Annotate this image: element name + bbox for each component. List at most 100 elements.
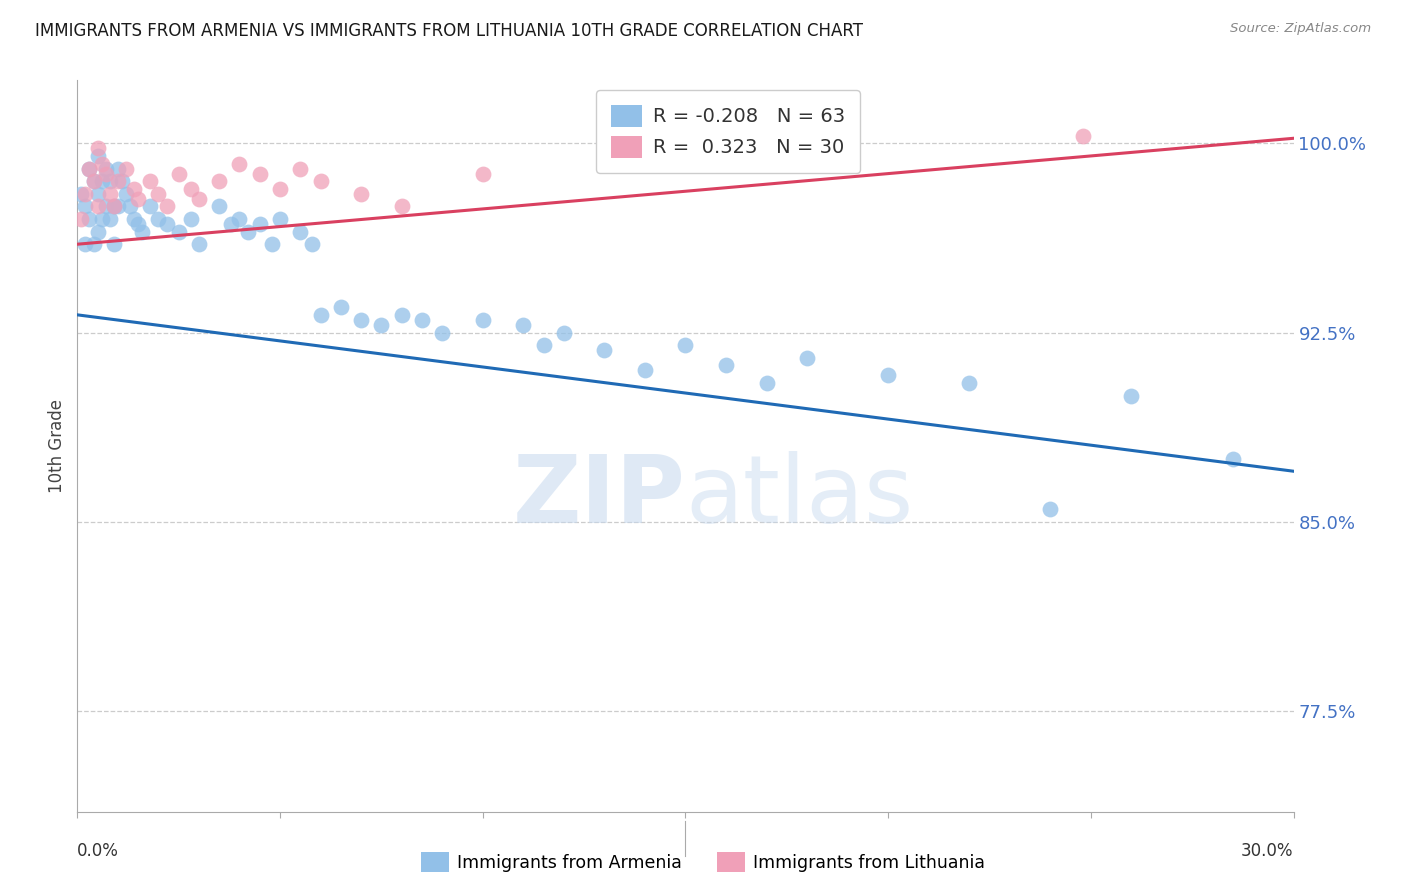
Point bbox=[86, 149, 108, 163]
Point bbox=[155, 217, 177, 231]
Point bbox=[391, 199, 413, 213]
Text: 0.0%: 0.0% bbox=[77, 842, 120, 860]
Point bbox=[221, 217, 243, 231]
Point bbox=[269, 212, 291, 227]
Point bbox=[86, 141, 108, 155]
Point bbox=[714, 359, 737, 373]
Point bbox=[301, 237, 323, 252]
Point bbox=[350, 186, 373, 201]
Point bbox=[139, 199, 162, 213]
Point bbox=[107, 199, 129, 213]
Point bbox=[90, 174, 112, 188]
Point bbox=[79, 212, 101, 227]
Point bbox=[111, 174, 134, 188]
Point bbox=[98, 212, 121, 227]
Point bbox=[115, 186, 138, 201]
Point bbox=[127, 192, 149, 206]
Point bbox=[127, 217, 149, 231]
Point bbox=[290, 225, 312, 239]
Point bbox=[75, 186, 97, 201]
Text: Source: ZipAtlas.com: Source: ZipAtlas.com bbox=[1230, 22, 1371, 36]
Point bbox=[533, 338, 555, 352]
Point bbox=[83, 174, 105, 188]
Point bbox=[167, 167, 190, 181]
Point bbox=[269, 182, 291, 196]
Point bbox=[103, 199, 125, 213]
Point bbox=[512, 318, 534, 332]
Point bbox=[180, 182, 202, 196]
Point bbox=[122, 182, 145, 196]
Point bbox=[1121, 388, 1143, 402]
Legend: Immigrants from Armenia, Immigrants from Lithuania: Immigrants from Armenia, Immigrants from… bbox=[413, 845, 993, 879]
Point bbox=[957, 376, 980, 390]
Point bbox=[75, 237, 97, 252]
Point bbox=[290, 161, 312, 176]
Point bbox=[249, 217, 271, 231]
Point bbox=[755, 376, 778, 390]
Point bbox=[148, 212, 170, 227]
Point bbox=[1039, 502, 1062, 516]
Point bbox=[430, 326, 453, 340]
Point bbox=[228, 156, 250, 170]
Point bbox=[86, 186, 108, 201]
Legend: R = -0.208   N = 63, R =  0.323   N = 30: R = -0.208 N = 63, R = 0.323 N = 30 bbox=[596, 90, 860, 173]
Point bbox=[260, 237, 283, 252]
Point bbox=[103, 199, 125, 213]
Point bbox=[115, 161, 138, 176]
Point bbox=[411, 313, 433, 327]
Point bbox=[148, 186, 170, 201]
Point bbox=[391, 308, 413, 322]
Point bbox=[796, 351, 818, 365]
Point bbox=[228, 212, 250, 227]
Point bbox=[94, 167, 117, 181]
Point bbox=[309, 308, 332, 322]
Point bbox=[675, 338, 697, 352]
Point bbox=[236, 225, 259, 239]
Point bbox=[180, 212, 202, 227]
Point bbox=[122, 212, 145, 227]
Point bbox=[83, 174, 105, 188]
Point bbox=[83, 237, 105, 252]
Point bbox=[188, 192, 211, 206]
Point bbox=[98, 186, 121, 201]
Point bbox=[329, 300, 352, 314]
Point bbox=[208, 174, 231, 188]
Point bbox=[90, 156, 112, 170]
Point bbox=[877, 368, 900, 383]
Point bbox=[471, 167, 494, 181]
Text: atlas: atlas bbox=[686, 451, 914, 543]
Point bbox=[103, 237, 125, 252]
Point bbox=[107, 161, 129, 176]
Point bbox=[167, 225, 190, 239]
Point bbox=[553, 326, 575, 340]
Point bbox=[593, 343, 616, 358]
Point bbox=[188, 237, 211, 252]
Point bbox=[79, 161, 101, 176]
Point bbox=[75, 199, 97, 213]
Point bbox=[79, 161, 101, 176]
Point bbox=[249, 167, 271, 181]
Point bbox=[94, 161, 117, 176]
Point bbox=[70, 186, 93, 201]
Point bbox=[139, 174, 162, 188]
Point bbox=[350, 313, 373, 327]
Text: ZIP: ZIP bbox=[513, 451, 686, 543]
Point bbox=[94, 199, 117, 213]
Point bbox=[107, 174, 129, 188]
Point bbox=[118, 199, 141, 213]
Point bbox=[98, 174, 121, 188]
Point bbox=[309, 174, 332, 188]
Point bbox=[90, 212, 112, 227]
Point bbox=[86, 225, 108, 239]
Point bbox=[86, 199, 108, 213]
Point bbox=[1222, 451, 1244, 466]
Point bbox=[370, 318, 392, 332]
Point bbox=[131, 225, 153, 239]
Point bbox=[471, 313, 494, 327]
Text: IMMIGRANTS FROM ARMENIA VS IMMIGRANTS FROM LITHUANIA 10TH GRADE CORRELATION CHAR: IMMIGRANTS FROM ARMENIA VS IMMIGRANTS FR… bbox=[35, 22, 863, 40]
Point bbox=[1071, 128, 1094, 143]
Point bbox=[634, 363, 657, 377]
Text: 30.0%: 30.0% bbox=[1241, 842, 1294, 860]
Y-axis label: 10th Grade: 10th Grade bbox=[48, 399, 66, 493]
Point bbox=[155, 199, 177, 213]
